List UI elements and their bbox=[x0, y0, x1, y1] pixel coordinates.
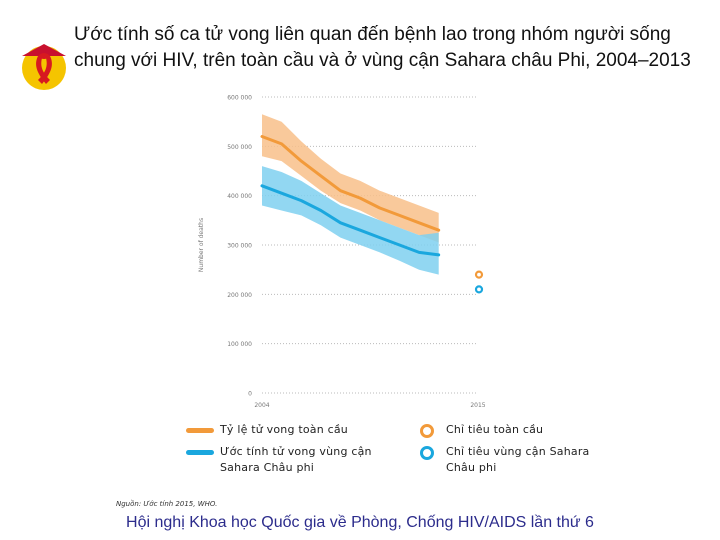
x-tick-label: 2004 bbox=[254, 402, 269, 409]
legend-label-global: Tỷ lệ tử vong toàn cầu bbox=[220, 423, 348, 436]
legend-swatch-ssa bbox=[186, 450, 214, 455]
legend-label-global-target: Chỉ tiêu toàn cầu bbox=[446, 423, 544, 436]
legend-ring-global-target bbox=[420, 424, 434, 438]
y-tick-label: 500 000 bbox=[227, 144, 252, 151]
legend-label-ssa: Ước tính tử vong vùng cận Sahara Châu ph… bbox=[220, 445, 372, 474]
legend-label-ssa-target: Chỉ tiêu vùng cận Sahara Châu phi bbox=[446, 445, 590, 474]
y-tick-label: 0 bbox=[248, 391, 252, 398]
legend-item-ssa: Ước tính tử vong vùng cận Sahara Châu ph… bbox=[186, 444, 390, 476]
target-point-1 bbox=[474, 285, 484, 294]
legend-item-global: Tỷ lệ tử vong toàn cầu bbox=[186, 422, 390, 438]
legend-swatch-global bbox=[186, 428, 214, 433]
target-point-0 bbox=[474, 270, 484, 279]
chart-title: Ước tính số ca tử vong liên quan đến bện… bbox=[74, 24, 691, 71]
legend-item-ssa-target: Chỉ tiêu vùng cận Sahara Châu phi bbox=[420, 444, 616, 476]
series-band-1 bbox=[262, 166, 439, 275]
footer-conference: Hội nghị Khoa học Quốc gia về Phòng, Chố… bbox=[126, 514, 594, 531]
y-tick-label: 400 000 bbox=[227, 193, 252, 200]
legend-ring-ssa-target bbox=[420, 446, 434, 460]
source-note: Nguồn: Ước tính 2015, WHO. bbox=[116, 500, 218, 508]
red-ribbon-logo-icon bbox=[22, 44, 66, 90]
y-tick-label: 100 000 bbox=[227, 341, 252, 348]
series-line-0 bbox=[260, 135, 441, 232]
y-axis-label: Number of deaths bbox=[198, 218, 205, 272]
series-band-0 bbox=[262, 114, 439, 243]
x-tick-label: 2015 bbox=[470, 402, 485, 409]
series-line-1 bbox=[260, 184, 441, 257]
y-tick-label: 300 000 bbox=[227, 243, 252, 250]
y-tick-label: 200 000 bbox=[227, 292, 252, 299]
y-tick-label: 600 000 bbox=[227, 95, 252, 102]
legend-item-global-target: Chỉ tiêu toàn cầu bbox=[420, 422, 616, 438]
